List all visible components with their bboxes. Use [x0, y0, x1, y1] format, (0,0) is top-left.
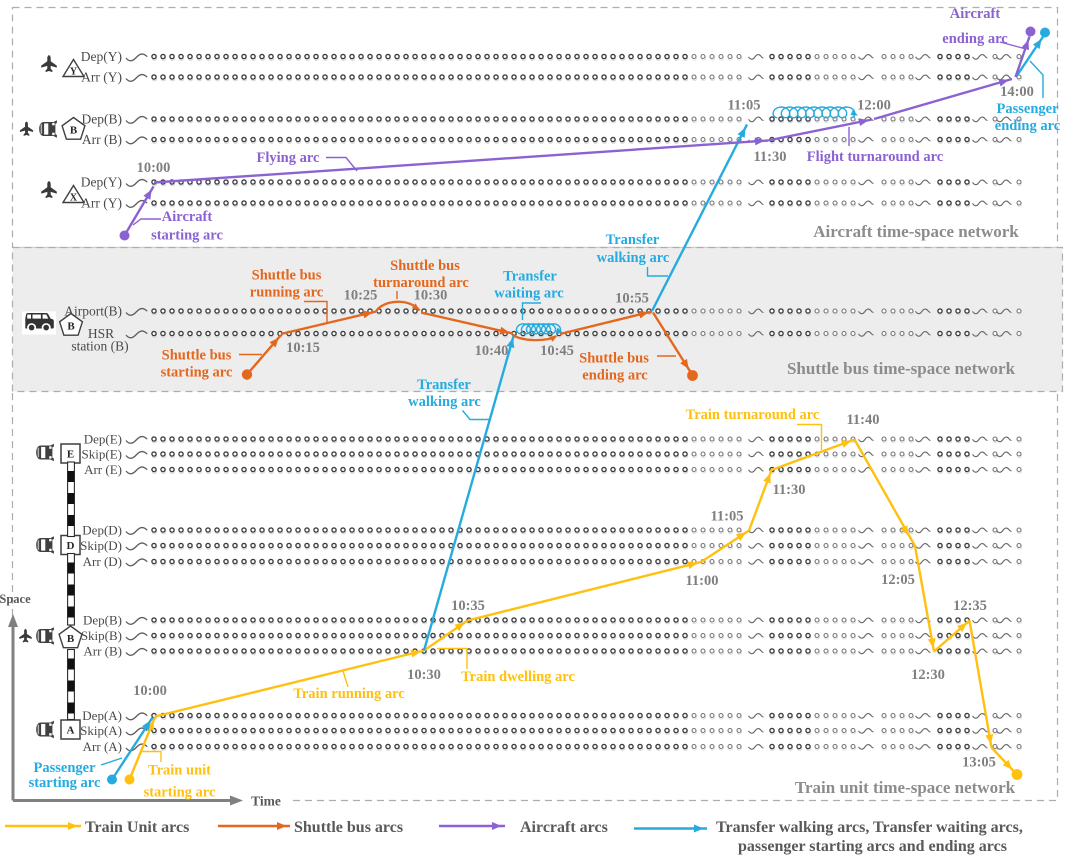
svg-text:Skip(D): Skip(D) — [80, 538, 122, 553]
svg-text:Aircraft time-space network: Aircraft time-space network — [813, 222, 1019, 241]
svg-text:walking arc: walking arc — [597, 250, 670, 266]
svg-text:Dep(B): Dep(B) — [83, 613, 122, 628]
svg-text:11:30: 11:30 — [772, 482, 805, 498]
svg-text:11:40: 11:40 — [846, 412, 879, 428]
svg-text:starting arc: starting arc — [144, 785, 216, 801]
svg-text:Time: Time — [251, 794, 281, 809]
svg-text:ending arc: ending arc — [995, 118, 1061, 134]
svg-text:starting arc: starting arc — [151, 228, 223, 244]
svg-text:Aircraft: Aircraft — [162, 209, 213, 225]
svg-text:Skip(E): Skip(E) — [82, 447, 122, 462]
svg-text:E: E — [67, 449, 74, 461]
svg-text:Shuttle bus: Shuttle bus — [162, 348, 232, 364]
svg-text:D: D — [67, 540, 75, 552]
svg-text:Space: Space — [0, 592, 31, 606]
svg-text:starting arc: starting arc — [161, 365, 233, 381]
svg-text:running arc: running arc — [250, 285, 324, 301]
svg-text:starting arc: starting arc — [29, 775, 101, 791]
svg-text:B: B — [70, 125, 78, 137]
svg-text:passenger starting arcs and en: passenger starting arcs and ending arcs — [738, 838, 1007, 855]
svg-text:Airport(B): Airport(B) — [64, 304, 122, 319]
svg-text:Shuttle bus arcs: Shuttle bus arcs — [294, 819, 403, 836]
svg-text:Shuttle bus time-space network: Shuttle bus time-space network — [787, 359, 1016, 378]
svg-text:Dep(D): Dep(D) — [82, 523, 122, 538]
svg-text:Dep(Y): Dep(Y) — [81, 175, 122, 190]
svg-text:Train dwelling arc: Train dwelling arc — [461, 669, 575, 685]
svg-text:ending arc: ending arc — [582, 368, 648, 384]
svg-text:Flying arc: Flying arc — [257, 150, 321, 166]
svg-text:Transfer walking arcs, Transfe: Transfer walking arcs, Transfer waiting … — [716, 819, 1023, 836]
svg-text:Arr (E): Arr (E) — [84, 462, 122, 477]
svg-text:station (B): station (B) — [71, 339, 128, 354]
svg-text:Arr (B): Arr (B) — [82, 132, 122, 147]
svg-text:Transfer: Transfer — [417, 377, 471, 393]
svg-text:Dep(A): Dep(A) — [82, 708, 122, 723]
svg-text:Arr (A): Arr (A) — [83, 739, 122, 754]
svg-text:Passenger: Passenger — [33, 760, 96, 776]
svg-text:Arr (Y): Arr (Y) — [81, 70, 122, 85]
svg-text:X: X — [70, 193, 78, 204]
svg-text:Skip(B): Skip(B) — [81, 628, 122, 643]
svg-text:10:45: 10:45 — [540, 343, 574, 359]
svg-text:11:05: 11:05 — [727, 98, 760, 114]
svg-text:Dep(Y): Dep(Y) — [81, 49, 122, 64]
svg-text:walking arc: walking arc — [408, 394, 481, 410]
svg-text:10:00: 10:00 — [137, 160, 171, 176]
svg-text:12:30: 12:30 — [911, 667, 945, 683]
svg-text:10:30: 10:30 — [414, 288, 448, 304]
svg-text:12:05: 12:05 — [881, 572, 915, 588]
svg-text:10:55: 10:55 — [615, 291, 649, 307]
svg-text:13:05: 13:05 — [962, 755, 996, 771]
svg-text:Flight turnaround arc: Flight turnaround arc — [807, 149, 944, 165]
svg-text:A: A — [67, 725, 75, 737]
svg-text:Train turnaround arc: Train turnaround arc — [686, 407, 820, 423]
svg-text:12:35: 12:35 — [953, 598, 987, 614]
svg-text:Train unit: Train unit — [148, 763, 211, 779]
svg-text:Arr (Y): Arr (Y) — [81, 196, 122, 211]
svg-text:Arr (B): Arr (B) — [83, 644, 122, 659]
svg-text:waiting arc: waiting arc — [494, 286, 564, 302]
svg-text:11:30: 11:30 — [753, 149, 786, 165]
svg-text:Shuttle bus: Shuttle bus — [579, 351, 649, 367]
svg-text:Passenger: Passenger — [996, 101, 1059, 117]
svg-text:11:05: 11:05 — [710, 509, 743, 525]
svg-text:Shuttle bus: Shuttle bus — [390, 258, 460, 274]
svg-text:B: B — [67, 633, 75, 645]
svg-text:Transfer: Transfer — [503, 269, 557, 285]
svg-text:10:40: 10:40 — [475, 343, 509, 359]
svg-text:Aircraft arcs: Aircraft arcs — [520, 819, 608, 836]
svg-text:14:00: 14:00 — [1000, 84, 1034, 100]
svg-text:10:35: 10:35 — [451, 598, 485, 614]
svg-text:10:15: 10:15 — [286, 340, 320, 356]
svg-text:Train unit time-space network: Train unit time-space network — [795, 778, 1016, 797]
svg-text:Aircraft: Aircraft — [950, 6, 1001, 22]
svg-text:11:00: 11:00 — [685, 573, 718, 589]
svg-text:Transfer: Transfer — [606, 232, 660, 248]
svg-text:Skip(A): Skip(A) — [80, 723, 122, 738]
svg-text:Arr (D): Arr (D) — [83, 554, 122, 569]
svg-text:Dep(B): Dep(B) — [82, 112, 123, 127]
svg-text:turnaround arc: turnaround arc — [373, 275, 469, 291]
svg-text:12:00: 12:00 — [857, 98, 891, 114]
svg-text:Train Unit arcs: Train Unit arcs — [85, 819, 189, 836]
svg-text:Train running arc: Train running arc — [293, 686, 405, 702]
svg-text:B: B — [67, 321, 75, 333]
svg-text:10:25: 10:25 — [344, 288, 378, 304]
svg-text:10:00: 10:00 — [133, 683, 167, 699]
svg-text:Shuttle bus: Shuttle bus — [252, 268, 322, 284]
svg-text:10:30: 10:30 — [407, 667, 441, 683]
svg-text:Dep(E): Dep(E) — [84, 432, 122, 447]
svg-text:ending arc: ending arc — [942, 31, 1008, 47]
svg-text:HSR: HSR — [88, 326, 114, 341]
svg-text:Y: Y — [70, 67, 78, 78]
